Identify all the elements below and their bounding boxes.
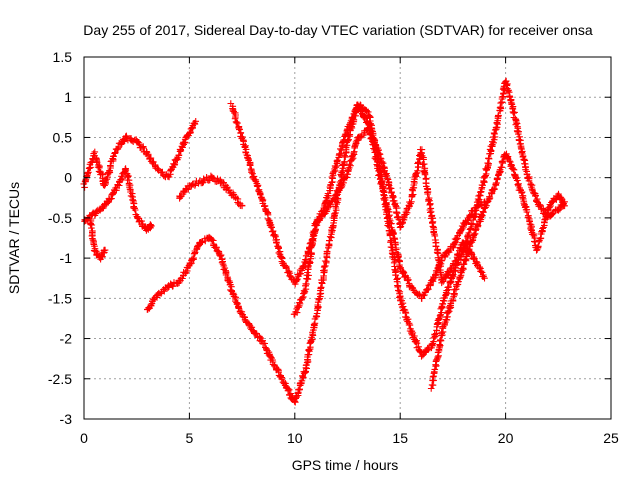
data-point bbox=[497, 100, 504, 107]
y-tick-label: 1 bbox=[64, 89, 72, 105]
y-tick-label: 1.5 bbox=[53, 49, 73, 65]
data-point bbox=[86, 165, 93, 172]
data-point bbox=[435, 349, 442, 356]
data-point bbox=[129, 197, 136, 204]
y-tick-label: -1 bbox=[60, 250, 73, 266]
data-point bbox=[421, 161, 428, 168]
y-tick-label: -1.5 bbox=[48, 290, 72, 306]
data-point bbox=[318, 284, 325, 291]
y-tick-label: -3 bbox=[60, 411, 73, 427]
sdtvar-chart: 0 5 10 15 20 25 -3 -2.5 -2 -1.5 -1 -0.5 0 0.5 1 1.5 Day… bbox=[0, 0, 640, 480]
y-axis-label: SDTVAR / TECUs bbox=[6, 182, 22, 294]
data-point bbox=[436, 346, 443, 353]
y-tick-label: -2 bbox=[60, 331, 73, 347]
y-tick-label: 0 bbox=[64, 170, 72, 186]
x-tick-label: 10 bbox=[287, 430, 303, 446]
x-tick-label: 15 bbox=[392, 430, 408, 446]
x-tick-label: 5 bbox=[186, 430, 194, 446]
y-tick-label: -0.5 bbox=[48, 210, 72, 226]
data-points bbox=[81, 78, 568, 406]
x-tick-label: 0 bbox=[80, 430, 88, 446]
data-point bbox=[247, 162, 254, 169]
data-point bbox=[81, 184, 88, 191]
x-tick-label: 25 bbox=[603, 430, 619, 446]
x-tick-label: 20 bbox=[498, 430, 514, 446]
data-point bbox=[438, 304, 445, 311]
x-axis-label: GPS time / hours bbox=[292, 457, 399, 473]
data-point bbox=[87, 221, 94, 228]
data-point bbox=[431, 370, 438, 377]
chart-title: Day 255 of 2017, Sidereal Day-to-day VTE… bbox=[83, 22, 593, 38]
data-point bbox=[433, 243, 440, 250]
data-point bbox=[90, 237, 97, 244]
data-point bbox=[429, 219, 436, 226]
series-track-4 bbox=[144, 78, 568, 406]
y-tick-label: 0.5 bbox=[53, 129, 73, 145]
y-tick-label: -2.5 bbox=[48, 371, 72, 387]
series-track-3 bbox=[87, 216, 109, 263]
series-track-1 bbox=[81, 118, 200, 191]
data-point bbox=[446, 304, 453, 311]
